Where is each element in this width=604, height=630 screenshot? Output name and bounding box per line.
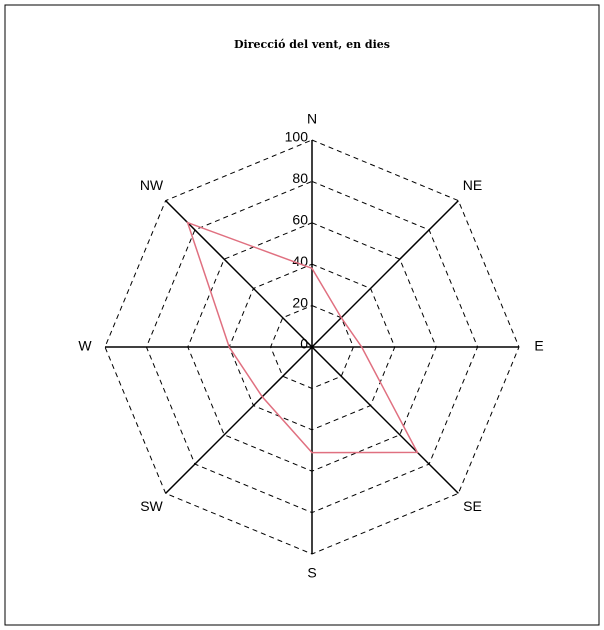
r-tick-label: 80	[292, 170, 308, 186]
category-label: NW	[140, 177, 164, 193]
r-tick-label: 0	[300, 336, 308, 352]
r-tick-label: 20	[292, 294, 308, 310]
category-label: SW	[140, 498, 163, 514]
category-label: SE	[463, 498, 482, 514]
data-line	[186, 221, 419, 454]
axis-spoke	[311, 200, 459, 348]
frame	[4, 4, 600, 626]
r-tick-label: 100	[285, 129, 309, 145]
category-label: NE	[463, 177, 482, 193]
chart-title: Direcció del vent, en dies	[234, 38, 390, 51]
category-label: N	[307, 111, 317, 127]
r-tick-label: 60	[292, 212, 308, 228]
category-label: W	[78, 338, 92, 354]
category-label: S	[307, 565, 316, 581]
category-label: E	[534, 338, 543, 354]
axis-spoke	[311, 346, 459, 494]
axis-spoke	[165, 346, 313, 494]
axis-spoke	[165, 200, 313, 348]
